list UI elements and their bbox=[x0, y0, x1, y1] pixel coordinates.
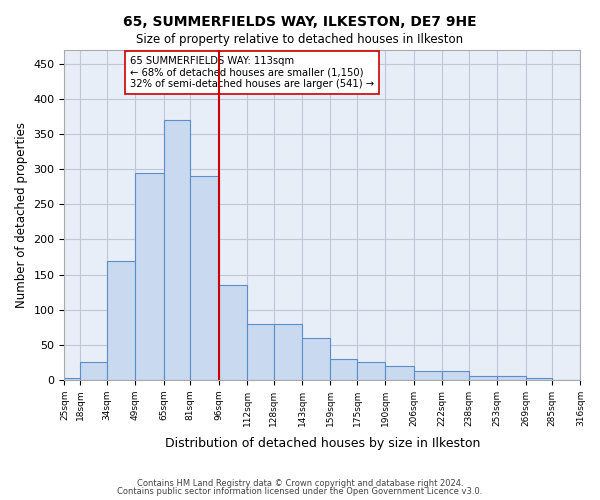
Bar bbox=[414, 372, 442, 380]
Text: 65, SUMMERFIELDS WAY, ILKESTON, DE7 9HE: 65, SUMMERFIELDS WAY, ILKESTON, DE7 9HE bbox=[123, 15, 477, 29]
Bar bbox=[442, 372, 469, 380]
Bar bbox=[247, 324, 274, 380]
Bar bbox=[164, 120, 190, 380]
Bar bbox=[274, 324, 302, 380]
Text: Contains HM Land Registry data © Crown copyright and database right 2024.: Contains HM Land Registry data © Crown c… bbox=[137, 478, 463, 488]
X-axis label: Distribution of detached houses by size in Ilkeston: Distribution of detached houses by size … bbox=[165, 437, 480, 450]
Text: Size of property relative to detached houses in Ilkeston: Size of property relative to detached ho… bbox=[136, 32, 464, 46]
Bar bbox=[190, 176, 218, 380]
Text: 65 SUMMERFIELDS WAY: 113sqm
← 68% of detached houses are smaller (1,150)
32% of : 65 SUMMERFIELDS WAY: 113sqm ← 68% of det… bbox=[130, 56, 374, 89]
Bar bbox=[385, 366, 414, 380]
Text: Contains public sector information licensed under the Open Government Licence v3: Contains public sector information licen… bbox=[118, 487, 482, 496]
Bar bbox=[302, 338, 331, 380]
Bar bbox=[136, 173, 164, 380]
Bar bbox=[497, 376, 526, 380]
Bar bbox=[80, 362, 107, 380]
Bar bbox=[526, 378, 552, 380]
Y-axis label: Number of detached properties: Number of detached properties bbox=[15, 122, 28, 308]
Bar bbox=[357, 362, 385, 380]
Bar bbox=[469, 376, 497, 380]
Bar bbox=[218, 285, 247, 380]
Bar bbox=[331, 358, 357, 380]
Bar bbox=[64, 378, 80, 380]
Bar bbox=[107, 260, 136, 380]
